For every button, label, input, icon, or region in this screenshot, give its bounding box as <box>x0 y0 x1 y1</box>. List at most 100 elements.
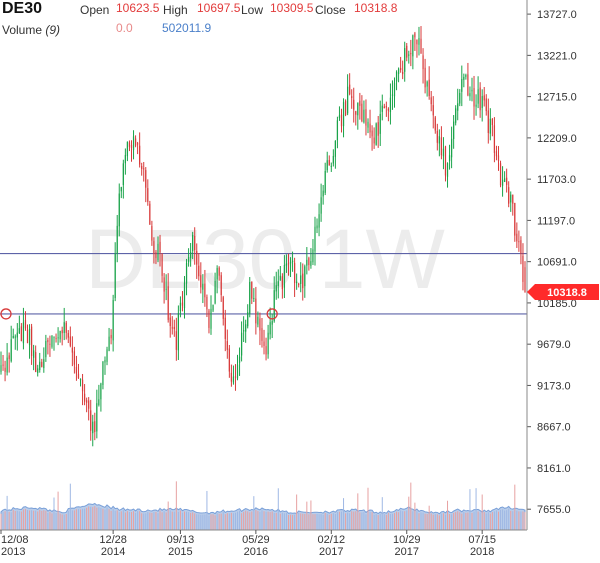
candle-body <box>463 76 465 80</box>
candle-body <box>114 253 116 299</box>
candle-body <box>344 100 347 116</box>
candle-body <box>428 79 430 96</box>
y-tick-label: 10185.0 <box>537 298 577 310</box>
candle-body <box>489 118 491 134</box>
y-tick-label: 9679.0 <box>537 339 571 351</box>
current-price-label: 10318.8 <box>547 287 587 299</box>
volume-value-2: 502011.9 <box>162 21 212 35</box>
candle-body <box>497 155 500 162</box>
candle-body <box>175 331 177 350</box>
candle-body <box>306 259 308 266</box>
close-value: 10318.8 <box>354 1 398 15</box>
candle-body <box>351 96 353 98</box>
candle-body <box>194 236 196 251</box>
candle-body <box>26 329 29 344</box>
candle-body <box>410 53 412 55</box>
current-price-tag <box>527 284 599 301</box>
candle-body <box>157 243 159 261</box>
open-value: 10623.5 <box>116 1 160 15</box>
candle-body <box>361 103 363 122</box>
candle-body <box>136 143 139 145</box>
candle-body <box>514 202 516 236</box>
candle-body <box>477 89 479 104</box>
candle-body <box>397 68 400 75</box>
candle-body <box>338 115 341 118</box>
candle-body <box>369 123 371 133</box>
candle-body <box>12 336 14 338</box>
candle-body <box>247 312 249 327</box>
candle-body <box>296 281 298 284</box>
candle-body <box>267 332 269 355</box>
candle-body <box>222 297 224 319</box>
candle-body <box>179 302 182 312</box>
candle-body <box>33 350 35 358</box>
candle-body <box>495 151 498 157</box>
candle-body <box>283 265 286 288</box>
candle-body <box>355 111 357 115</box>
candle-body <box>145 170 147 188</box>
candle-body <box>457 103 459 111</box>
candle-body <box>122 163 124 186</box>
candle-body <box>412 35 414 57</box>
level-marker <box>266 308 278 320</box>
x-tick-label: 12/28 <box>99 534 127 546</box>
y-tick-label: 10691.0 <box>537 257 577 269</box>
candle-body <box>90 410 92 431</box>
candle-body <box>88 400 90 409</box>
candle-body <box>118 193 120 227</box>
candle-body <box>218 267 220 276</box>
candle-body <box>473 88 475 107</box>
low-label: Low <box>241 3 264 17</box>
candle-body <box>298 283 300 285</box>
candle-body <box>173 326 175 330</box>
candle-body <box>483 95 485 101</box>
candle-body <box>400 67 402 71</box>
candle-body <box>395 71 398 82</box>
candle-body <box>4 367 6 372</box>
volume-label: Volume (9) <box>2 23 60 37</box>
volume-label-text: Volume <box>2 23 43 37</box>
candle-body <box>2 364 4 366</box>
candle-body <box>404 48 406 72</box>
candle-body <box>128 142 131 147</box>
candle-body <box>516 233 518 242</box>
candle-body <box>312 249 314 263</box>
candle-body <box>347 86 349 114</box>
candle-body <box>383 106 385 109</box>
candle-body <box>459 92 461 104</box>
candle-body <box>45 341 47 358</box>
candle-body <box>161 253 163 276</box>
candle-body <box>422 55 424 70</box>
candle-body <box>316 225 318 229</box>
candle-body <box>481 96 483 108</box>
candle-body <box>379 113 381 134</box>
candle-body <box>524 267 526 293</box>
x-tick-label: 09/13 <box>167 534 195 546</box>
candle-body <box>83 393 86 402</box>
candle-body <box>183 282 186 309</box>
candle-body <box>147 188 149 202</box>
candle-body <box>440 137 443 156</box>
candle-body <box>130 144 133 148</box>
candle-body <box>159 241 161 253</box>
candle-body <box>328 159 330 166</box>
candle-body <box>61 330 63 334</box>
candle-body <box>8 355 10 360</box>
candle-body <box>436 130 438 143</box>
candle-body <box>455 108 457 123</box>
candle-body <box>461 79 463 92</box>
candle-body <box>391 94 394 96</box>
candle-body <box>6 357 8 373</box>
candle-body <box>371 130 373 137</box>
candle-body <box>377 122 379 136</box>
candle-body <box>349 84 351 95</box>
x-tick-year: 2014 <box>101 546 125 558</box>
candle-body <box>35 352 37 373</box>
candle-body <box>520 240 522 254</box>
candle-body <box>522 255 524 282</box>
candle-body <box>499 163 502 186</box>
candle-body <box>155 252 157 259</box>
candle-body <box>77 373 80 379</box>
candle-body <box>14 336 16 338</box>
candle-body <box>389 97 392 113</box>
